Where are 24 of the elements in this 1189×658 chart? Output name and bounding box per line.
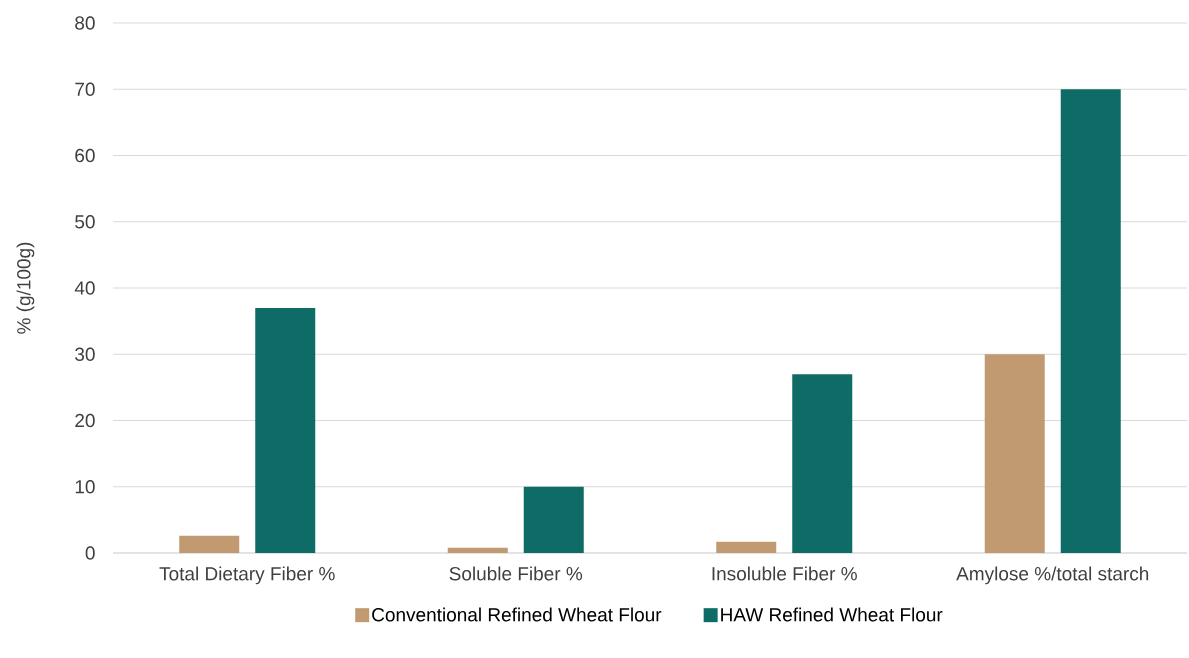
x-tick-label: Insoluble Fiber % — [712, 566, 857, 581]
y-tick-label: 10 — [75, 480, 95, 494]
y-tick-label: 40 — [74, 281, 95, 295]
y-tick-label: 0 — [85, 546, 95, 560]
bar — [447, 547, 508, 553]
legend-label: Conventional Refined Wheat Flour — [372, 607, 662, 622]
x-tick-label: Total Dietary Fiber % — [159, 566, 335, 585]
y-tick-label: 80 — [75, 16, 95, 30]
y-tick-label: 70 — [75, 82, 95, 96]
bar — [792, 374, 853, 553]
x-tick-label: Amylose %/total starch — [956, 566, 1149, 585]
y-tick-label: 30 — [75, 347, 95, 361]
bar — [1060, 89, 1121, 553]
y-tick-label: 60 — [75, 148, 95, 163]
legend-label: HAW Refined Wheat Flour — [721, 607, 943, 622]
bar — [716, 541, 777, 553]
bar — [984, 354, 1045, 553]
x-tick-label: Soluble Fiber % — [449, 566, 583, 581]
y-axis-title: % (g/100g) — [16, 242, 35, 334]
bar — [179, 535, 240, 553]
y-tick-label: 20 — [75, 413, 95, 428]
bar — [523, 486, 584, 553]
y-tick-label: 50 — [75, 215, 95, 229]
bar — [255, 307, 316, 553]
